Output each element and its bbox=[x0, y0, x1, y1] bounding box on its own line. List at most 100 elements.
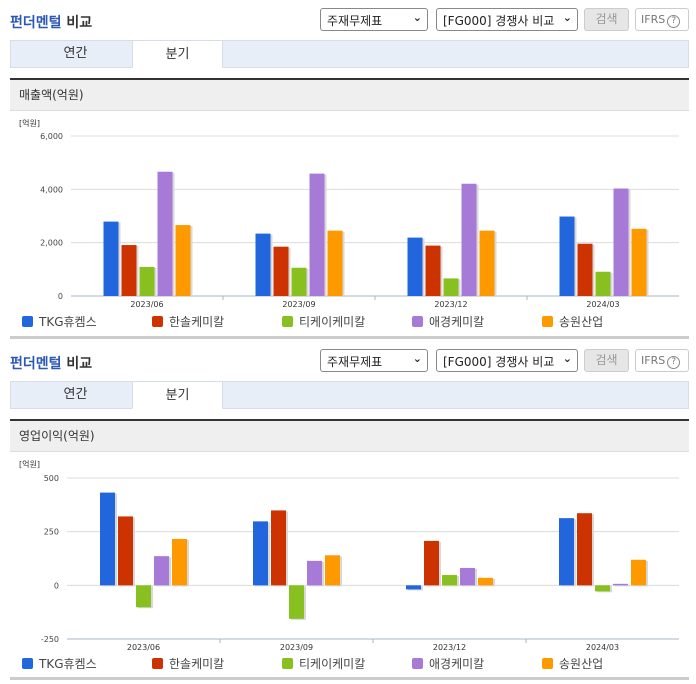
bar[interactable] bbox=[577, 513, 592, 586]
statement-select[interactable]: 주재무제표 ⌄ bbox=[320, 349, 428, 372]
bar[interactable] bbox=[613, 583, 628, 586]
metric-title: 매출액(억원) bbox=[10, 78, 689, 111]
x-tick-label: 2024/03 bbox=[586, 300, 619, 309]
legend-label: TKG휴켐스 bbox=[39, 315, 97, 329]
bar[interactable] bbox=[424, 540, 439, 586]
bar[interactable] bbox=[577, 243, 593, 296]
y-tick-label: 4,000 bbox=[40, 185, 63, 194]
legend-swatch-icon bbox=[542, 658, 553, 669]
tab-annual[interactable]: 연간 bbox=[63, 387, 88, 402]
bar[interactable] bbox=[478, 577, 493, 586]
ifrs-button[interactable]: IFRS? bbox=[635, 349, 689, 372]
bar[interactable] bbox=[103, 221, 119, 296]
chevron-down-icon: ⌄ bbox=[412, 11, 422, 24]
bar[interactable] bbox=[100, 492, 115, 586]
y-tick-label: 250 bbox=[44, 528, 59, 537]
legend-label: 송원산업 bbox=[559, 315, 604, 329]
legend-item[interactable]: TKG휴켐스 bbox=[22, 313, 97, 330]
bar[interactable] bbox=[443, 278, 459, 296]
chevron-down-icon: ⌄ bbox=[562, 352, 572, 365]
bar[interactable] bbox=[253, 521, 268, 586]
section-title: 펀더멘털 비교 bbox=[10, 356, 93, 372]
ifrs-button[interactable]: IFRS? bbox=[635, 8, 689, 31]
bar[interactable] bbox=[406, 585, 421, 590]
bar[interactable] bbox=[461, 183, 477, 296]
section-header: 펀더멘털 비교 주재무제표 ⌄ [FG000] 경쟁사 비교 ⌄ 검색 IFRS? bbox=[0, 341, 696, 379]
legend-swatch-icon bbox=[22, 316, 33, 327]
legend-item[interactable]: 송원산업 bbox=[542, 313, 603, 330]
bar[interactable] bbox=[154, 556, 169, 586]
bar[interactable] bbox=[307, 560, 322, 586]
bar[interactable] bbox=[460, 567, 475, 586]
bar[interactable] bbox=[273, 246, 289, 296]
bar[interactable] bbox=[631, 559, 646, 586]
x-tick-label: 2023/09 bbox=[282, 300, 315, 309]
bar[interactable] bbox=[291, 267, 307, 296]
legend-swatch-icon bbox=[282, 658, 293, 669]
bar[interactable] bbox=[631, 228, 647, 296]
y-tick-label: 500 bbox=[44, 474, 59, 483]
bar[interactable] bbox=[136, 585, 151, 608]
bar[interactable] bbox=[157, 171, 173, 296]
bar[interactable] bbox=[559, 216, 575, 296]
help-icon[interactable]: ? bbox=[667, 15, 681, 28]
fundamental-compare-section-sales: 펀더멘털 비교 주재무제표 ⌄ [FG000] 경쟁사 비교 ⌄ 검색 IFRS? … bbox=[0, 0, 696, 340]
bar[interactable] bbox=[325, 555, 340, 586]
legend-label: TKG휴켐스 bbox=[39, 657, 97, 671]
section-title: 펀더멘털 비교 bbox=[10, 15, 93, 31]
bar[interactable] bbox=[442, 575, 457, 586]
bar[interactable] bbox=[559, 518, 574, 586]
tab-annual[interactable]: 연간 bbox=[63, 46, 88, 61]
search-button[interactable]: 검색 bbox=[584, 8, 629, 31]
bar[interactable] bbox=[595, 585, 610, 592]
legend-item[interactable]: 티케이케미칼 bbox=[282, 313, 365, 330]
sales-chart: [억원] 0 2,000 4,000 6,000 2023/06 2023/09 2023/1… bbox=[10, 111, 689, 339]
help-icon[interactable]: ? bbox=[667, 356, 681, 369]
legend-item[interactable]: 한솔케미칼 bbox=[152, 313, 224, 330]
compare-select[interactable]: [FG000] 경쟁사 비교 ⌄ bbox=[436, 8, 578, 31]
bar[interactable] bbox=[175, 225, 191, 296]
legend-item[interactable]: 티케이케미칼 bbox=[282, 655, 365, 672]
bar[interactable] bbox=[271, 510, 286, 586]
metric-title: 영업이익(억원) bbox=[10, 419, 689, 452]
bar[interactable] bbox=[479, 230, 495, 296]
legend-swatch-icon bbox=[22, 658, 33, 669]
bar[interactable] bbox=[309, 173, 325, 296]
fundamental-compare-section-operating-profit: 펀더멘털 비교 주재무제표 ⌄ [FG000] 경쟁사 비교 ⌄ 검색 IFRS? … bbox=[0, 341, 696, 684]
legend-swatch-icon bbox=[542, 316, 553, 327]
bar[interactable] bbox=[327, 230, 343, 296]
compare-select[interactable]: [FG000] 경쟁사 비교 ⌄ bbox=[436, 349, 578, 372]
bar[interactable] bbox=[172, 538, 187, 586]
legend-swatch-icon bbox=[282, 316, 293, 327]
bar[interactable] bbox=[255, 233, 271, 296]
legend-swatch-icon bbox=[412, 658, 423, 669]
bar[interactable] bbox=[121, 245, 137, 296]
tab-quarterly[interactable]: 분기 bbox=[132, 381, 223, 409]
statement-select[interactable]: 주재무제표 ⌄ bbox=[320, 8, 428, 31]
legend-item[interactable]: 애경케미칼 bbox=[412, 655, 484, 672]
bar[interactable] bbox=[425, 245, 441, 296]
legend-swatch-icon bbox=[152, 658, 163, 669]
x-tick-label: 2023/06 bbox=[127, 643, 160, 652]
bar[interactable] bbox=[613, 188, 629, 296]
tab-quarterly[interactable]: 분기 bbox=[132, 40, 223, 68]
legend-swatch-icon bbox=[152, 316, 163, 327]
legend-item[interactable]: TKG휴켐스 bbox=[22, 655, 97, 672]
legend-item[interactable]: 송원산업 bbox=[542, 655, 603, 672]
legend-item[interactable]: 한솔케미칼 bbox=[152, 655, 224, 672]
chevron-down-icon: ⌄ bbox=[412, 352, 422, 365]
bar[interactable] bbox=[595, 271, 611, 296]
chart-legend: TKG휴켐스 한솔케미칼 티케이케미칼 애경케미칼 송원산업 bbox=[22, 313, 682, 329]
bar-chart: [억원] -250 0 250 500 2023/06 2023/09 2023/12 2024… bbox=[19, 459, 679, 652]
bar[interactable] bbox=[118, 516, 133, 586]
y-tick-label: 0 bbox=[58, 292, 63, 301]
bar[interactable] bbox=[289, 585, 304, 619]
operating-profit-chart: [억원] -250 0 250 500 2023/06 2023/09 2023/12 2024… bbox=[10, 452, 689, 680]
legend-item[interactable]: 애경케미칼 bbox=[412, 313, 484, 330]
legend-label: 한솔케미칼 bbox=[169, 657, 225, 671]
search-button[interactable]: 검색 bbox=[584, 349, 629, 372]
bar[interactable] bbox=[139, 266, 155, 296]
legend-label: 티케이케미칼 bbox=[299, 657, 366, 671]
bar[interactable] bbox=[407, 237, 423, 296]
legend-label: 한솔케미칼 bbox=[169, 315, 225, 329]
